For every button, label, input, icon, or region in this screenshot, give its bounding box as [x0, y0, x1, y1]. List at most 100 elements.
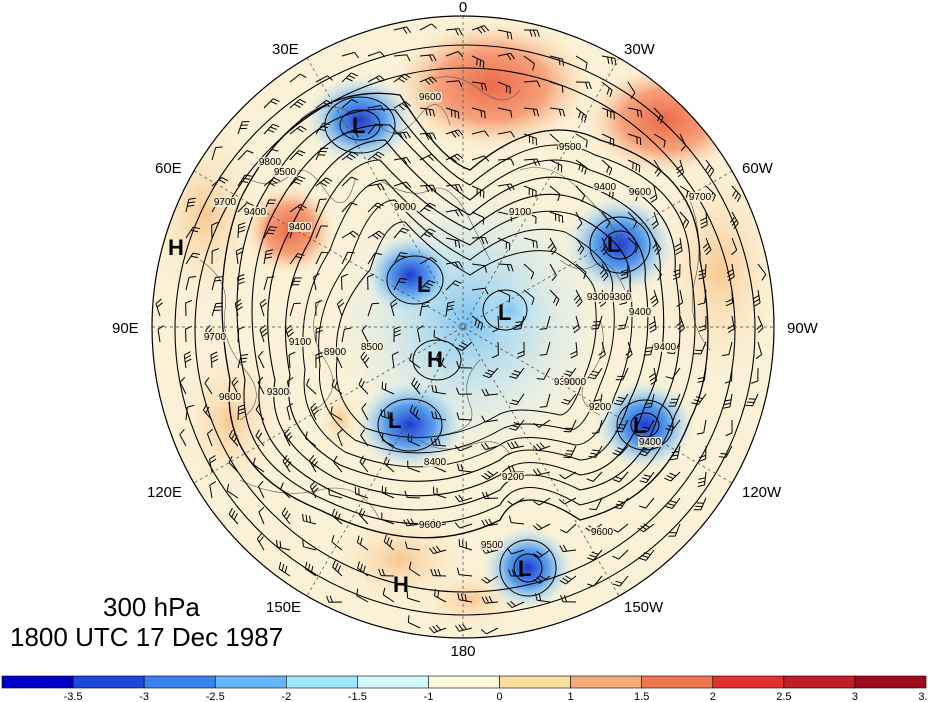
wind-barb-staff	[179, 434, 187, 447]
wind-barb-flag	[323, 122, 331, 126]
high-center-label: H	[393, 572, 409, 597]
wind-barb-staff	[575, 211, 583, 224]
wind-barb-staff	[575, 341, 578, 355]
wind-barb-flag	[656, 248, 662, 255]
wind-barb-flag	[477, 27, 483, 34]
wind-barb-staff	[407, 467, 421, 473]
wind-barb-flag	[481, 519, 486, 527]
wind-barb-flag	[426, 205, 434, 210]
wind-barb-flag	[539, 574, 546, 580]
wind-barb-flag	[295, 255, 303, 259]
wind-barb-flag	[536, 378, 544, 380]
wind-barb-flag	[509, 427, 517, 431]
wind-barb-flag	[697, 380, 705, 383]
wind-barb-flag	[559, 529, 567, 534]
wind-barb-staff	[409, 568, 421, 577]
wind-barb-flag	[434, 588, 436, 596]
wind-barb-flag	[635, 163, 637, 171]
wind-barb-flag	[364, 357, 370, 364]
wind-barb-flag	[297, 253, 305, 256]
wind-barb-flag	[235, 302, 243, 308]
wind-barb-staff	[360, 356, 369, 369]
wind-barb-flag	[276, 539, 278, 548]
wind-barb-staff	[445, 280, 456, 291]
wind-barb-staff	[486, 627, 499, 635]
wind-barb-flag	[570, 350, 578, 355]
wind-barb-staff	[653, 315, 657, 329]
wind-barb-flag	[612, 479, 620, 483]
wind-barb-staff	[523, 289, 535, 299]
wind-barb-flag	[157, 325, 165, 330]
wind-barb-flag	[513, 328, 521, 330]
wind-barb-flag	[533, 422, 540, 428]
wind-barb-flag	[636, 109, 639, 117]
wind-barb-flag	[191, 229, 199, 233]
wind-barb-staff	[331, 515, 343, 525]
wind-barb-staff	[257, 486, 265, 499]
contour-label-bg	[288, 222, 312, 232]
wind-barb-flag	[488, 595, 493, 603]
wind-barb-flag	[287, 377, 294, 382]
wind-barb-flag	[563, 373, 571, 377]
wind-barb-staff	[627, 211, 638, 222]
wind-barb-flag	[215, 146, 223, 148]
colorbar-tick-label: -1.5	[348, 691, 367, 702]
wind-barb-flag	[215, 302, 223, 305]
wind-barb-flag	[312, 461, 318, 468]
wind-barb-flag	[536, 29, 540, 37]
wind-barb-flag	[333, 455, 338, 463]
wind-barb-flag	[215, 276, 223, 278]
wind-barb-staff	[315, 225, 322, 239]
wind-barb-staff	[278, 568, 291, 577]
wind-barb-flag	[584, 115, 587, 123]
wind-barb-flag	[398, 255, 406, 258]
wind-barb-staff	[255, 435, 265, 447]
wind-barb-flag	[591, 370, 599, 374]
wind-barb-staff	[237, 328, 240, 343]
wind-barb-flag	[506, 53, 512, 61]
wind-barb-flag	[237, 273, 245, 278]
lon-label-60w: 60W	[742, 160, 774, 177]
wind-barb-staff	[367, 230, 380, 239]
wind-barb-flag	[299, 98, 307, 104]
wind-barb-staff	[381, 388, 395, 395]
wind-barb-flag	[672, 276, 680, 280]
wind-barb-flag	[284, 458, 290, 465]
wind-barb-flag	[588, 82, 592, 90]
wind-barb-staff	[471, 25, 485, 31]
wind-barb-flag	[673, 269, 681, 273]
wind-barb-flag	[270, 226, 278, 229]
contour-label-bg	[586, 292, 610, 302]
wind-barb-flag	[510, 32, 513, 40]
wind-barb-flag	[458, 261, 463, 268]
contour-label: 9400	[654, 342, 677, 353]
wind-barb-flag	[428, 228, 436, 233]
wind-barb-flag	[193, 226, 201, 230]
contour-label: 9500	[481, 540, 504, 551]
wind-barb-flag	[564, 453, 572, 455]
wind-barb-staff	[565, 575, 577, 585]
wind-barb-staff	[433, 417, 447, 421]
wind-barb-staff	[601, 159, 613, 169]
wind-barb-staff	[704, 263, 707, 278]
contour-label-bg	[653, 342, 677, 352]
wind-barb-flag	[329, 595, 334, 603]
wind-barb-flag	[456, 361, 460, 368]
wind-barb-flag	[302, 539, 304, 547]
wind-barb-staff	[575, 159, 587, 169]
negative-anomaly-shading	[305, 75, 695, 610]
wind-barb-flag	[649, 194, 657, 200]
wind-barb-staff	[539, 419, 551, 428]
contour-label-bg	[360, 342, 384, 352]
wind-barb-staff	[645, 471, 655, 483]
colorbar-swatch	[641, 675, 714, 689]
wind-barb-flag	[252, 457, 256, 465]
wind-barb-staff	[485, 445, 499, 451]
wind-barb-staff	[731, 237, 738, 251]
wind-barb-staff	[461, 341, 473, 351]
wind-barb-flag	[506, 602, 513, 608]
wind-barb-flag	[190, 255, 199, 259]
wind-barb-flag	[639, 480, 647, 484]
wind-barb-staff	[731, 315, 735, 329]
wind-barb-flag	[435, 624, 442, 631]
